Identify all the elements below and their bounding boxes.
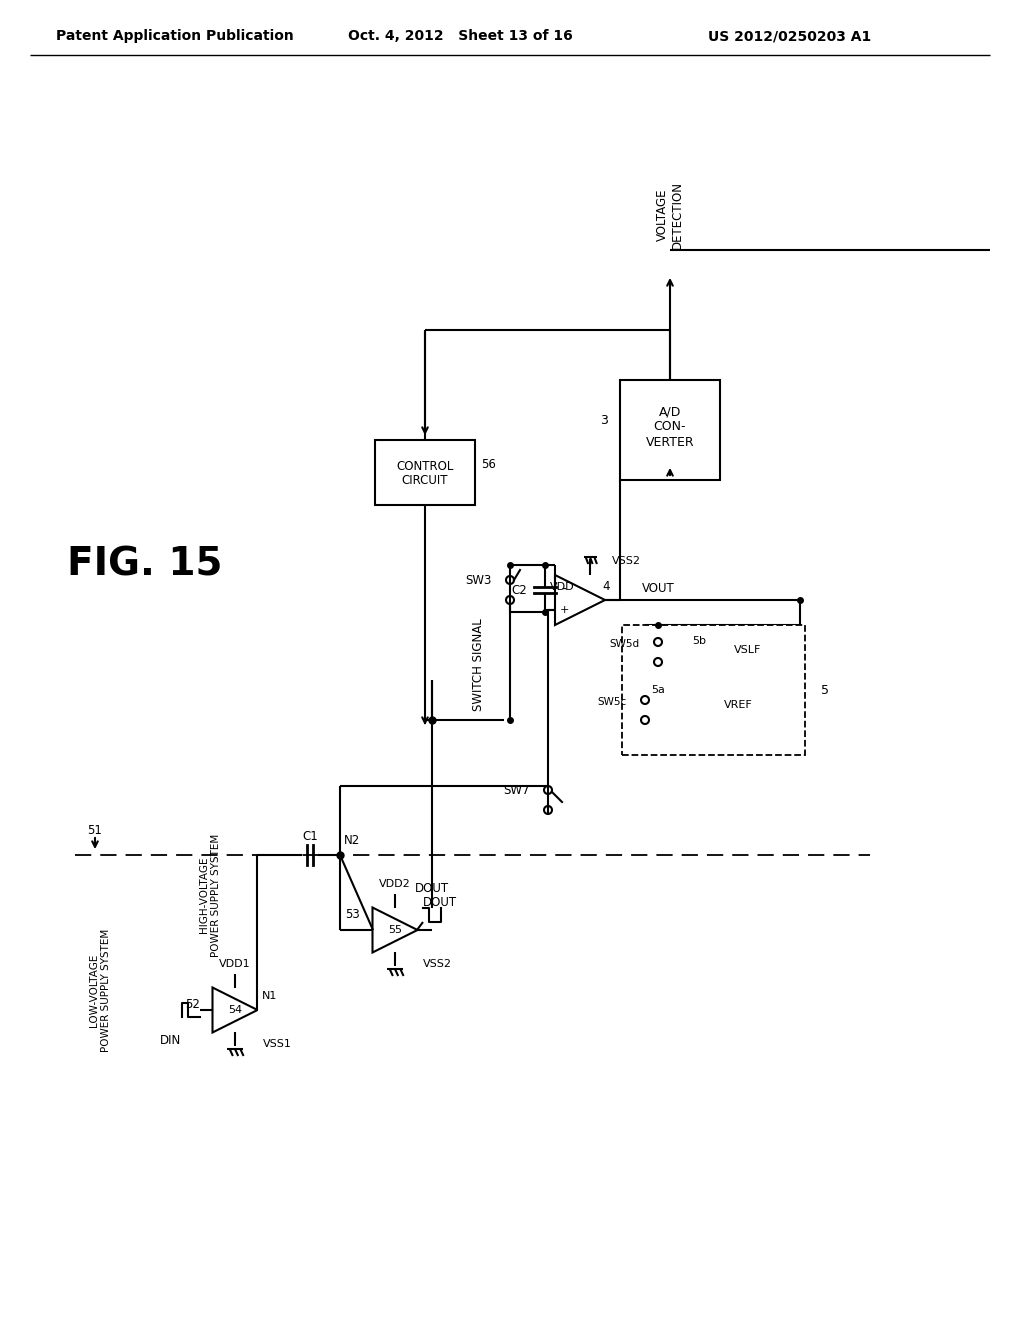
Text: 52: 52 bbox=[185, 998, 200, 1011]
Text: HIGH-VOLTAGE
POWER SUPPLY SYSTEM: HIGH-VOLTAGE POWER SUPPLY SYSTEM bbox=[200, 833, 221, 957]
Text: 53: 53 bbox=[345, 908, 360, 921]
Text: 5a: 5a bbox=[651, 685, 665, 696]
Text: 56: 56 bbox=[481, 458, 496, 471]
Text: CONTROL: CONTROL bbox=[396, 459, 454, 473]
Text: DIN: DIN bbox=[160, 1034, 181, 1047]
Text: CIRCUIT: CIRCUIT bbox=[401, 474, 449, 487]
Text: VDD2: VDD2 bbox=[379, 879, 411, 888]
Text: Oct. 4, 2012   Sheet 13 of 16: Oct. 4, 2012 Sheet 13 of 16 bbox=[347, 29, 572, 44]
Text: VSLF: VSLF bbox=[734, 645, 762, 655]
Text: C2: C2 bbox=[511, 583, 527, 597]
Text: 5: 5 bbox=[821, 684, 829, 697]
Text: A/D: A/D bbox=[658, 405, 681, 418]
Text: DOUT: DOUT bbox=[423, 895, 457, 908]
Text: 3: 3 bbox=[600, 413, 608, 426]
Text: VSS2: VSS2 bbox=[423, 960, 452, 969]
Text: 55: 55 bbox=[388, 925, 402, 935]
Text: SW7: SW7 bbox=[504, 784, 530, 796]
Text: N1: N1 bbox=[262, 991, 278, 1001]
Text: -: - bbox=[561, 583, 566, 597]
Text: DOUT: DOUT bbox=[415, 882, 450, 895]
Text: SW3: SW3 bbox=[466, 573, 492, 586]
Text: SW5d: SW5d bbox=[610, 639, 640, 649]
Text: VDD1: VDD1 bbox=[219, 960, 251, 969]
Text: N2: N2 bbox=[344, 834, 360, 847]
Text: FIG. 15: FIG. 15 bbox=[68, 546, 223, 583]
Bar bbox=[375, 440, 475, 506]
Text: VREF: VREF bbox=[724, 700, 753, 710]
Text: VSS2: VSS2 bbox=[612, 556, 641, 566]
Text: C1: C1 bbox=[302, 830, 317, 843]
Text: VSS1: VSS1 bbox=[263, 1039, 292, 1049]
Text: VDD: VDD bbox=[550, 582, 574, 591]
Bar bbox=[622, 624, 805, 755]
Text: VOLTAGE
DETECTION: VOLTAGE DETECTION bbox=[656, 181, 684, 249]
Text: CON-: CON- bbox=[653, 421, 686, 433]
Bar bbox=[620, 380, 720, 480]
Text: LOW-VOLTAGE
POWER SUPPLY SYSTEM: LOW-VOLTAGE POWER SUPPLY SYSTEM bbox=[89, 928, 111, 1052]
Text: US 2012/0250203 A1: US 2012/0250203 A1 bbox=[709, 29, 871, 44]
Text: +: + bbox=[559, 605, 568, 615]
Text: 51: 51 bbox=[88, 824, 102, 837]
Text: VOUT: VOUT bbox=[642, 582, 675, 594]
Text: Patent Application Publication: Patent Application Publication bbox=[56, 29, 294, 44]
Text: SWITCH SIGNAL: SWITCH SIGNAL bbox=[471, 619, 484, 711]
Text: 5b: 5b bbox=[692, 636, 706, 645]
Text: 54: 54 bbox=[228, 1005, 242, 1015]
Text: VERTER: VERTER bbox=[646, 437, 694, 450]
Text: SW5c: SW5c bbox=[598, 697, 627, 708]
Text: 4: 4 bbox=[602, 579, 610, 593]
